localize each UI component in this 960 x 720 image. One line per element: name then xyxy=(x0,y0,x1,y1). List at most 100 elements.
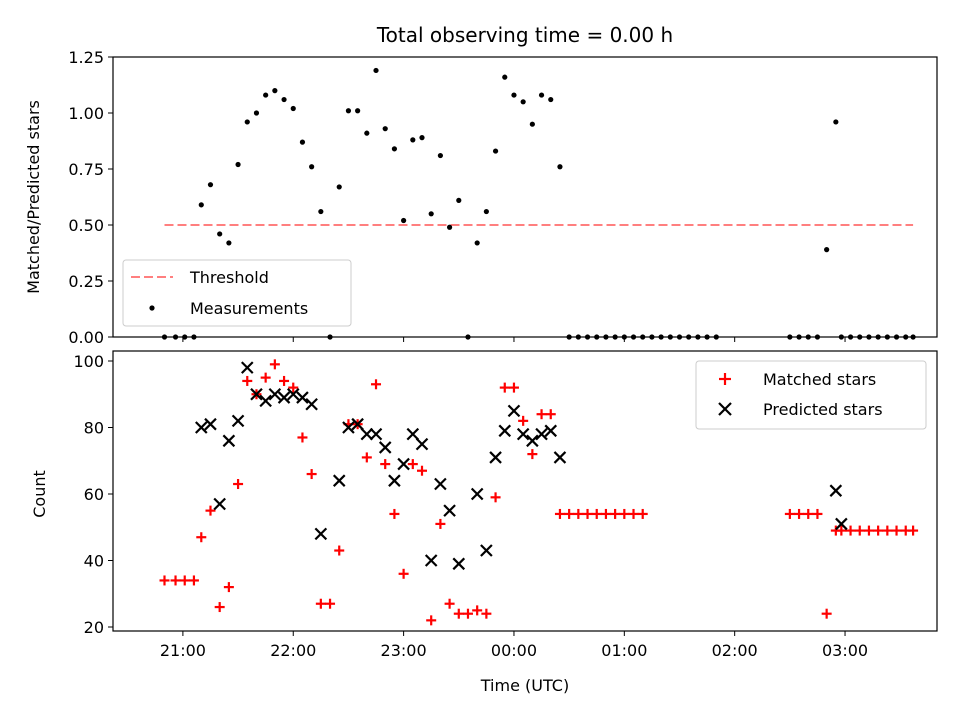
matched-star-marker xyxy=(803,508,814,519)
matched-star-marker xyxy=(545,409,556,420)
predicted-star-marker-b xyxy=(415,437,429,451)
predicted-star-marker-b xyxy=(250,387,263,401)
chart-title: Total observing time = 0.00 h xyxy=(376,23,673,47)
predicted-star-marker xyxy=(443,504,456,517)
predicted-star-marker xyxy=(553,451,567,464)
measurement-point xyxy=(649,334,655,340)
predicted-star-marker xyxy=(277,391,291,404)
measurement-point xyxy=(364,130,370,136)
measurement-point xyxy=(428,211,434,217)
predicted-star-marker xyxy=(351,417,364,431)
bottom-y-tick-label: 60 xyxy=(84,485,104,504)
predicted-star-marker xyxy=(535,427,548,441)
matched-star-marker xyxy=(288,382,299,393)
measurement-point xyxy=(299,139,306,145)
matched-star-marker xyxy=(821,608,832,619)
measurement-point xyxy=(621,334,627,340)
predicted-star-marker xyxy=(378,441,392,454)
predicted-star-marker-b xyxy=(222,434,236,448)
matched-star-marker xyxy=(260,372,271,383)
matched-star-marker xyxy=(315,598,326,609)
predicted-star-marker-b xyxy=(231,414,245,428)
measurement-point xyxy=(217,231,223,237)
matched-star-marker xyxy=(444,598,455,609)
predicted-star-marker xyxy=(452,557,466,571)
measurement-point xyxy=(594,334,600,340)
matched-star-marker xyxy=(536,409,547,420)
bottom-y-tick-label: 100 xyxy=(73,352,104,371)
matched-star-marker xyxy=(554,508,565,519)
legend-measurements-swatch xyxy=(149,305,155,311)
measurement-point xyxy=(198,202,204,208)
predicted-star-marker-b xyxy=(259,394,272,408)
predicted-star-marker-b xyxy=(369,427,383,441)
predicted-star-marker-b xyxy=(526,434,539,448)
matched-star-marker xyxy=(610,508,621,519)
predicted-star-marker xyxy=(397,457,410,471)
legend-measurements-label: Measurements xyxy=(190,299,308,318)
predicted-star-marker xyxy=(314,527,328,541)
matched-star-marker xyxy=(499,382,510,393)
predicted-star-marker xyxy=(204,417,217,431)
predicted-star-marker-b xyxy=(507,404,521,418)
measurement-point xyxy=(520,99,526,105)
predicted-star-marker xyxy=(296,391,309,404)
matched-star-marker xyxy=(784,508,795,519)
matched-star-marker xyxy=(891,525,902,536)
measurement-point xyxy=(557,164,563,170)
matched-star-marker xyxy=(628,508,639,519)
matched-star-marker xyxy=(481,608,492,619)
predicted-star-marker xyxy=(342,421,355,434)
predicted-star-marker xyxy=(507,404,521,418)
predicted-star-marker xyxy=(415,437,429,451)
predicted-star-marker-b xyxy=(314,527,328,541)
matched-star-marker xyxy=(472,605,483,616)
measurement-point xyxy=(511,92,517,98)
matched-star-marker xyxy=(361,452,372,463)
matched-star-marker xyxy=(380,459,391,470)
predicted-star-marker-b xyxy=(213,497,226,511)
bottom-y-tick-label: 80 xyxy=(84,419,104,438)
predicted-star-marker-b xyxy=(452,557,466,571)
legend-threshold-label: Threshold xyxy=(189,268,269,287)
top-y-tick-label: 0.25 xyxy=(68,272,104,291)
predicted-star-marker-b xyxy=(277,391,291,404)
matched-star-marker xyxy=(269,359,280,370)
predicted-star-marker-b xyxy=(489,451,502,464)
measurement-point xyxy=(419,135,425,141)
matched-star-marker xyxy=(619,508,630,519)
legend-predicted-swatch xyxy=(718,402,732,416)
measurement-point xyxy=(391,146,398,152)
matched-star-marker xyxy=(518,415,529,426)
matched-star-marker xyxy=(836,525,847,536)
measurement-point xyxy=(290,105,296,112)
measurement-point xyxy=(584,334,591,340)
predicted-star-marker xyxy=(286,387,300,401)
measurement-point xyxy=(833,119,839,125)
predicted-star-marker-b xyxy=(424,554,438,567)
predicted-star-marker-b xyxy=(360,427,374,441)
predicted-star-marker-b xyxy=(332,474,346,487)
measurement-point xyxy=(172,334,179,340)
bottom-legend: Matched stars Predicted stars xyxy=(695,360,927,430)
top-y-tick-label: 1.00 xyxy=(68,104,104,123)
matched-star-marker xyxy=(527,449,538,460)
matched-star-marker xyxy=(873,525,884,536)
predicted-star-marker xyxy=(369,427,383,441)
predicted-star-marker xyxy=(544,424,558,438)
predicted-star-marker xyxy=(213,497,226,511)
measurement-point xyxy=(667,334,673,340)
predicted-star-marker-b xyxy=(351,417,364,431)
matched-star-marker xyxy=(159,575,170,586)
measurement-point xyxy=(465,334,471,340)
matched-star-marker xyxy=(508,382,519,393)
matched-star-marker xyxy=(196,532,207,543)
predicted-stars-series xyxy=(195,361,848,571)
measurement-point xyxy=(805,334,811,340)
measurement-point xyxy=(226,240,232,246)
bottom-x-tick-label: 03:00 xyxy=(822,641,868,660)
measurement-point xyxy=(847,334,854,340)
measurement-point xyxy=(345,108,352,114)
matched-star-marker xyxy=(582,508,593,519)
bottom-y-ticks: 20 40 60 80 100 xyxy=(73,352,113,637)
